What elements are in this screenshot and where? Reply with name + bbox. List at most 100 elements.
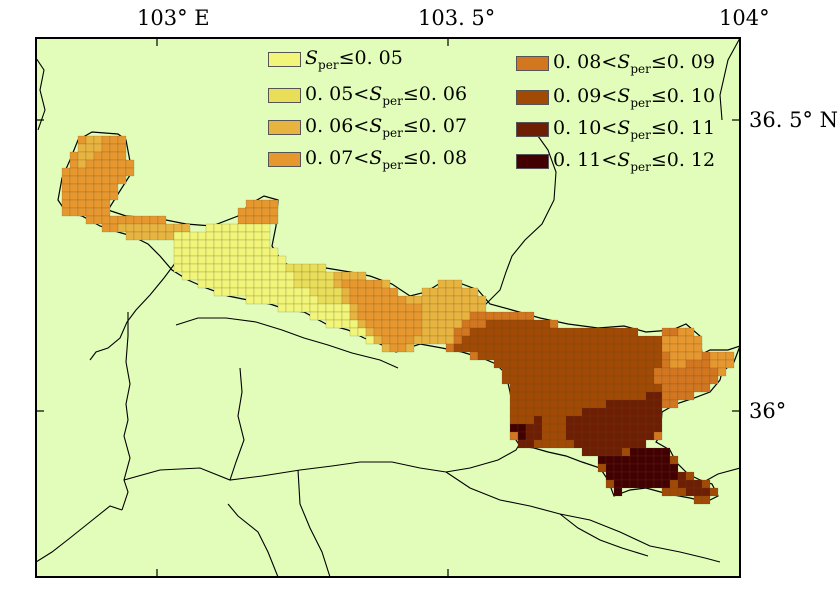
boundary-line <box>297 469 331 577</box>
raster-cell <box>605 383 615 393</box>
raster-cell <box>517 311 527 321</box>
raster-cell <box>325 303 335 313</box>
raster-cell <box>469 319 479 329</box>
raster-cell <box>597 399 607 409</box>
raster-cell <box>661 383 671 393</box>
legend-entry: 0. 06<Sper≤0. 07 <box>268 115 467 139</box>
raster-cell <box>341 287 351 297</box>
legend-upper-bound: 0. 11 <box>666 116 716 139</box>
raster-cell <box>549 367 559 377</box>
raster-cell <box>245 295 255 305</box>
raster-cell <box>597 391 607 401</box>
legend-upper-bound: 0. 06 <box>418 82 468 105</box>
raster-cell <box>517 407 527 417</box>
raster-cell <box>173 255 183 265</box>
raster-cell <box>549 319 559 329</box>
raster-cell <box>653 463 663 473</box>
raster-cell <box>629 383 639 393</box>
raster-cell <box>189 239 199 249</box>
raster-cell <box>637 399 647 409</box>
raster-cell <box>621 335 631 345</box>
raster-cell <box>541 407 551 417</box>
raster-cell <box>533 319 543 329</box>
raster-cell <box>565 431 575 441</box>
raster-cell <box>269 247 279 257</box>
raster-cell <box>405 311 415 321</box>
raster-cell <box>549 359 559 369</box>
legend-swatch <box>268 151 301 167</box>
raster-cell <box>597 343 607 353</box>
raster-cell <box>709 359 719 369</box>
raster-cell <box>245 199 255 209</box>
raster-cell <box>613 367 623 377</box>
raster-cell <box>501 351 511 361</box>
raster-cell <box>661 375 671 385</box>
raster-cell <box>77 199 87 209</box>
raster-cell <box>309 287 319 297</box>
raster-cell <box>509 407 519 417</box>
raster-cell <box>381 335 391 345</box>
raster-cell <box>205 263 215 273</box>
raster-cell <box>661 327 671 337</box>
raster-cell <box>661 391 671 401</box>
raster-cell <box>637 471 647 481</box>
raster-cell <box>61 167 71 177</box>
raster-cell <box>613 423 623 433</box>
raster-cell <box>85 207 95 217</box>
raster-cell <box>461 287 471 297</box>
raster-cell <box>341 311 351 321</box>
raster-cell <box>437 311 447 321</box>
raster-cell <box>509 319 519 329</box>
raster-cell <box>573 399 583 409</box>
raster-cell <box>557 415 567 425</box>
raster-cell <box>181 247 191 257</box>
raster-cell <box>69 159 79 169</box>
raster-cell <box>509 399 519 409</box>
raster-cell <box>597 327 607 337</box>
raster-cell <box>629 471 639 481</box>
raster-cell <box>221 279 231 289</box>
raster-cell <box>461 335 471 345</box>
raster-cell <box>77 207 87 217</box>
raster-cell <box>661 351 671 361</box>
raster-cell <box>677 359 687 369</box>
raster-cell <box>565 423 575 433</box>
raster-cell <box>157 215 167 225</box>
raster-cell <box>621 327 631 337</box>
raster-cell <box>549 423 559 433</box>
raster-cell <box>373 287 383 297</box>
raster-cell <box>693 367 703 377</box>
raster-cell <box>237 255 247 265</box>
x-tick-label: 104° <box>719 6 770 30</box>
raster-cell <box>549 343 559 353</box>
raster-cell <box>445 319 455 329</box>
raster-cell <box>509 423 519 433</box>
raster-cell <box>557 399 567 409</box>
raster-cell <box>645 455 655 465</box>
raster-cell <box>413 335 423 345</box>
boundary-line <box>89 241 183 361</box>
raster-cell <box>93 215 103 225</box>
raster-cell <box>429 295 439 305</box>
raster-cell <box>621 399 631 409</box>
raster-cell <box>525 311 535 321</box>
raster-cell <box>93 143 103 153</box>
raster-cell <box>661 471 671 481</box>
raster-cell <box>653 375 663 385</box>
raster-cell <box>277 303 287 313</box>
raster-cell <box>365 287 375 297</box>
raster-cell <box>661 463 671 473</box>
raster-cell <box>669 375 679 385</box>
raster-cell <box>69 191 79 201</box>
raster-cell <box>445 303 455 313</box>
raster-cell <box>669 359 679 369</box>
raster-cell <box>557 431 567 441</box>
raster-cell <box>117 175 127 185</box>
raster-cell <box>237 271 247 281</box>
raster-cell <box>229 271 239 281</box>
raster-cell <box>693 351 703 361</box>
raster-cell <box>429 319 439 329</box>
raster-cell <box>557 439 567 449</box>
raster-cell <box>581 391 591 401</box>
